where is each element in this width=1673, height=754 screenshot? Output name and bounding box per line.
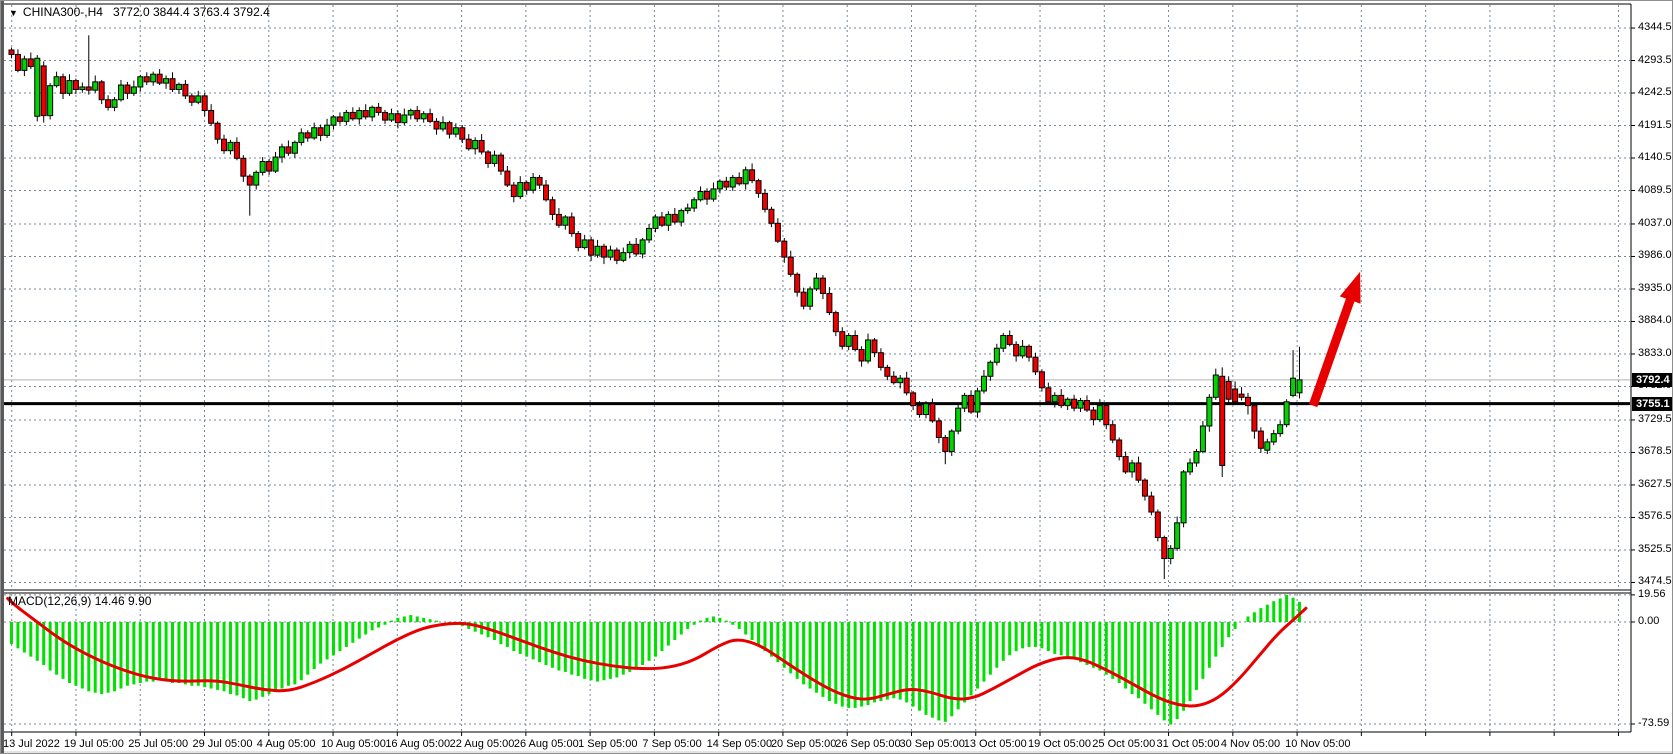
current-price-badge: 3792.4	[1632, 372, 1672, 387]
symbol-dropdown-icon[interactable]: ▼	[9, 8, 18, 18]
hline-price-badge: 3755.1	[1632, 396, 1672, 411]
chart-title: ▼ CHINA300-,H4 3772.0 3844.4 3763.4 3792.4	[9, 5, 270, 19]
indicator-label: MACD(12,26,9) 14.46 9.90	[8, 594, 152, 608]
ohlc-values: 3772.0 3844.4 3763.4 3792.4	[112, 5, 270, 19]
symbol-period-label: CHINA300-,H4	[22, 5, 103, 19]
